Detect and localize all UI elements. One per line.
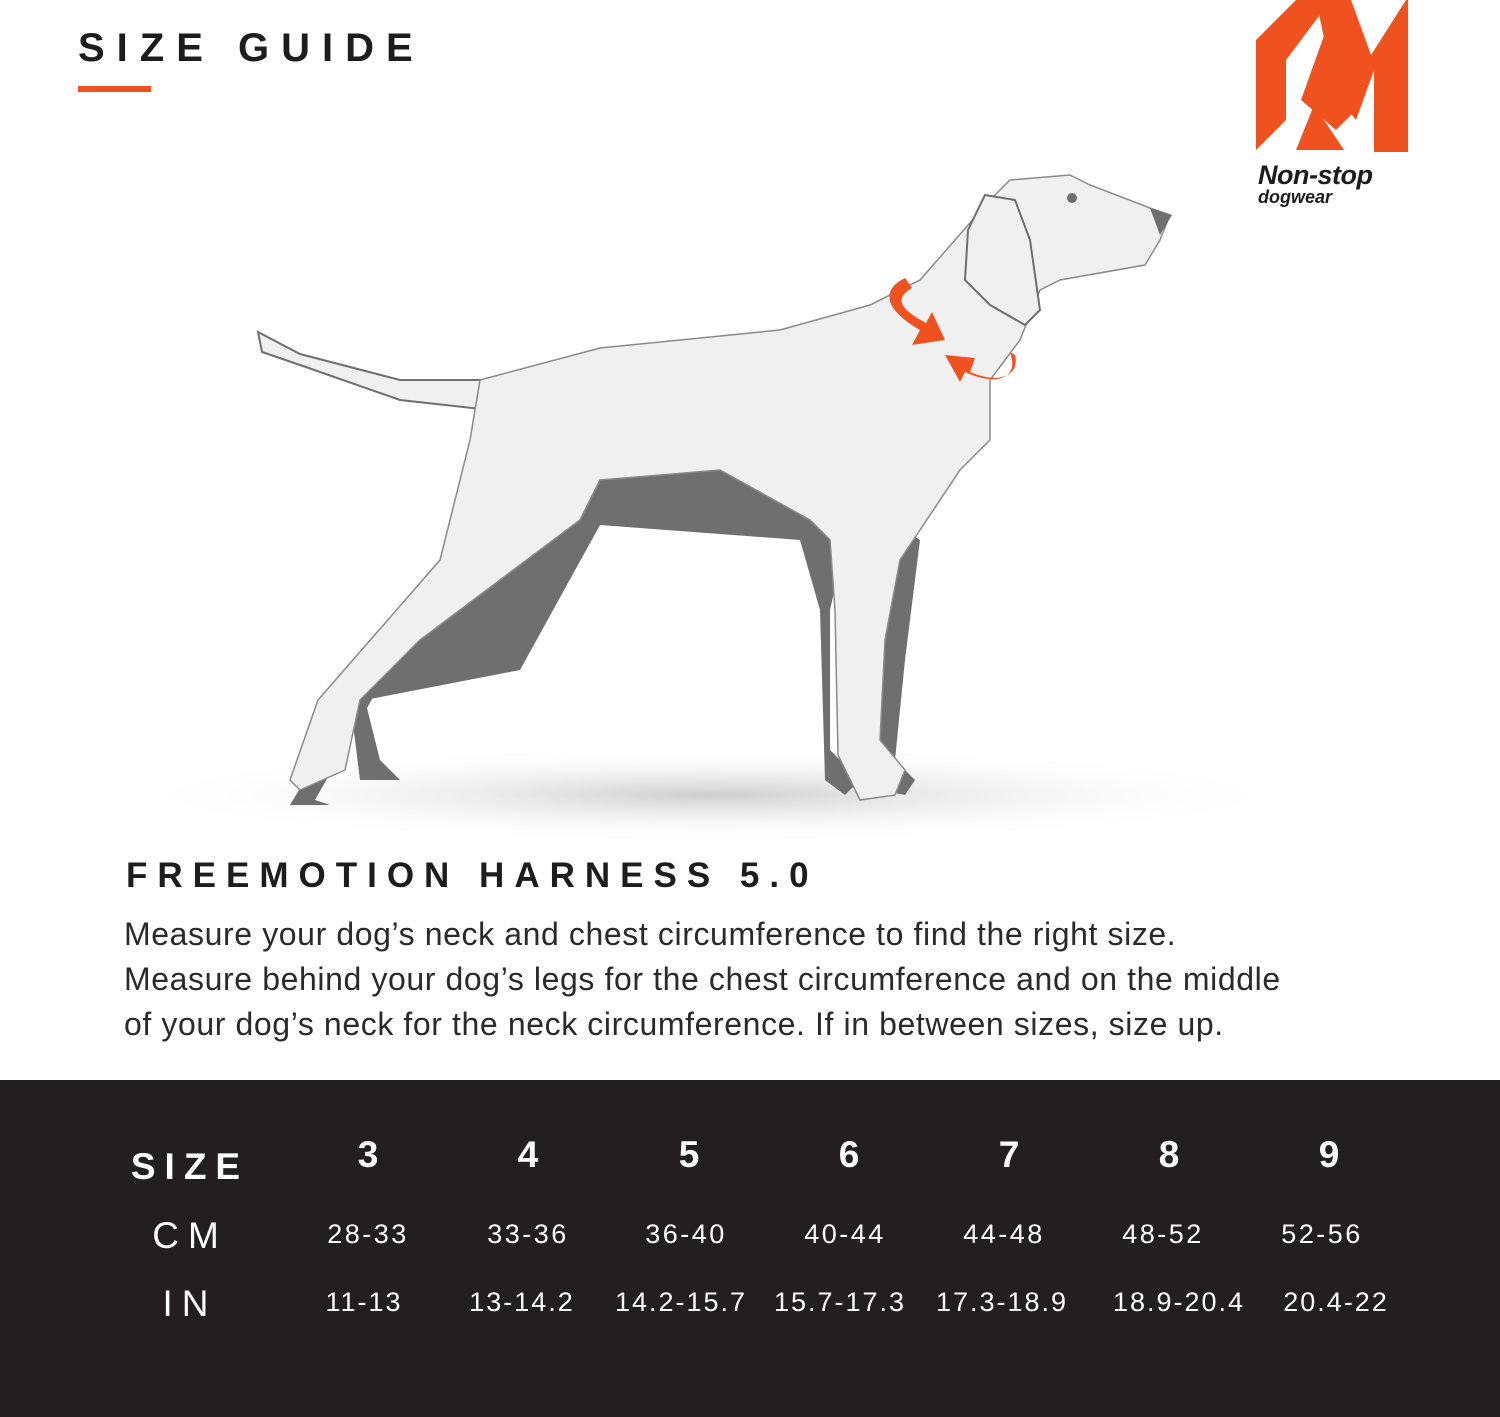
in-cell: 20.4-22: [1283, 1287, 1389, 1317]
size-cell: 3: [357, 1134, 379, 1175]
cm-cell: 48-52: [1122, 1219, 1204, 1249]
size-cell: 7: [998, 1134, 1020, 1175]
dog-eye: [1067, 193, 1077, 203]
cm-cell: 28-33: [327, 1219, 409, 1249]
in-cell: 13-14.2: [469, 1287, 575, 1317]
size-cell: 4: [517, 1134, 539, 1175]
product-description: Measure your dog’s neck and chest circum…: [124, 912, 1404, 1047]
size-cell: 5: [678, 1134, 700, 1175]
page-title: SIZE GUIDE: [78, 26, 425, 70]
cm-cell: 40-44: [804, 1219, 886, 1249]
dog-nose: [1150, 208, 1172, 235]
product-title: FREEMOTION HARNESS 5.0: [126, 856, 819, 895]
in-cell: 15.7-17.3: [773, 1287, 907, 1317]
measurement-arrows: [889, 278, 1016, 382]
size-cell: 9: [1318, 1134, 1340, 1175]
dog-body: [289, 174, 1171, 801]
cm-cell: 33-36: [487, 1219, 569, 1249]
dog-shadow-frontleg: [875, 530, 920, 795]
size-row: SIZE 3 4 5 6 7 8 9: [0, 1132, 1500, 1192]
dog-ear: [963, 193, 1042, 327]
ground-shadow: [120, 747, 1300, 840]
title-underline: [78, 86, 151, 92]
nonstop-logo-icon: [1256, 0, 1408, 152]
in-row: IN 11-13 13-14.2 14.2-15.7 15.7-17.3 17.…: [0, 1283, 1500, 1343]
cm-cell: 36-40: [645, 1219, 727, 1249]
cm-row: CM 28-33 33-36 36-40 40-44 44-48 48-52 5…: [0, 1215, 1500, 1275]
in-cell: 18.9-20.4: [1112, 1287, 1246, 1317]
dog-shadow-side: [350, 440, 860, 795]
in-cell: 11-13: [325, 1287, 403, 1317]
size-cell: 8: [1158, 1134, 1180, 1175]
dog-measurement-illustration: [120, 174, 1300, 840]
size-label: SIZE: [130, 1146, 250, 1187]
in-label: IN: [162, 1283, 218, 1324]
logo-subtitle: dogwear: [1258, 187, 1333, 207]
description-line: Measure your dog’s neck and chest circum…: [124, 916, 1177, 952]
cm-cell: 52-56: [1281, 1219, 1363, 1249]
in-cell: 17.3-18.9: [935, 1287, 1069, 1317]
size-cell: 6: [838, 1134, 860, 1175]
size-table: SIZE 3 4 5 6 7 8 9 CM 28-33 33-36 36-40 …: [0, 1080, 1500, 1417]
logo-name: Non-stop: [1258, 160, 1373, 190]
dog-shadow-rearleg: [290, 510, 580, 805]
description-line: of your dog’s neck for the neck circumfe…: [124, 1006, 1224, 1042]
description-line: Measure behind your dog’s legs for the c…: [124, 961, 1281, 997]
cm-label: CM: [152, 1215, 228, 1256]
cm-cell: 44-48: [963, 1219, 1045, 1249]
in-cell: 14.2-15.7: [614, 1287, 748, 1317]
